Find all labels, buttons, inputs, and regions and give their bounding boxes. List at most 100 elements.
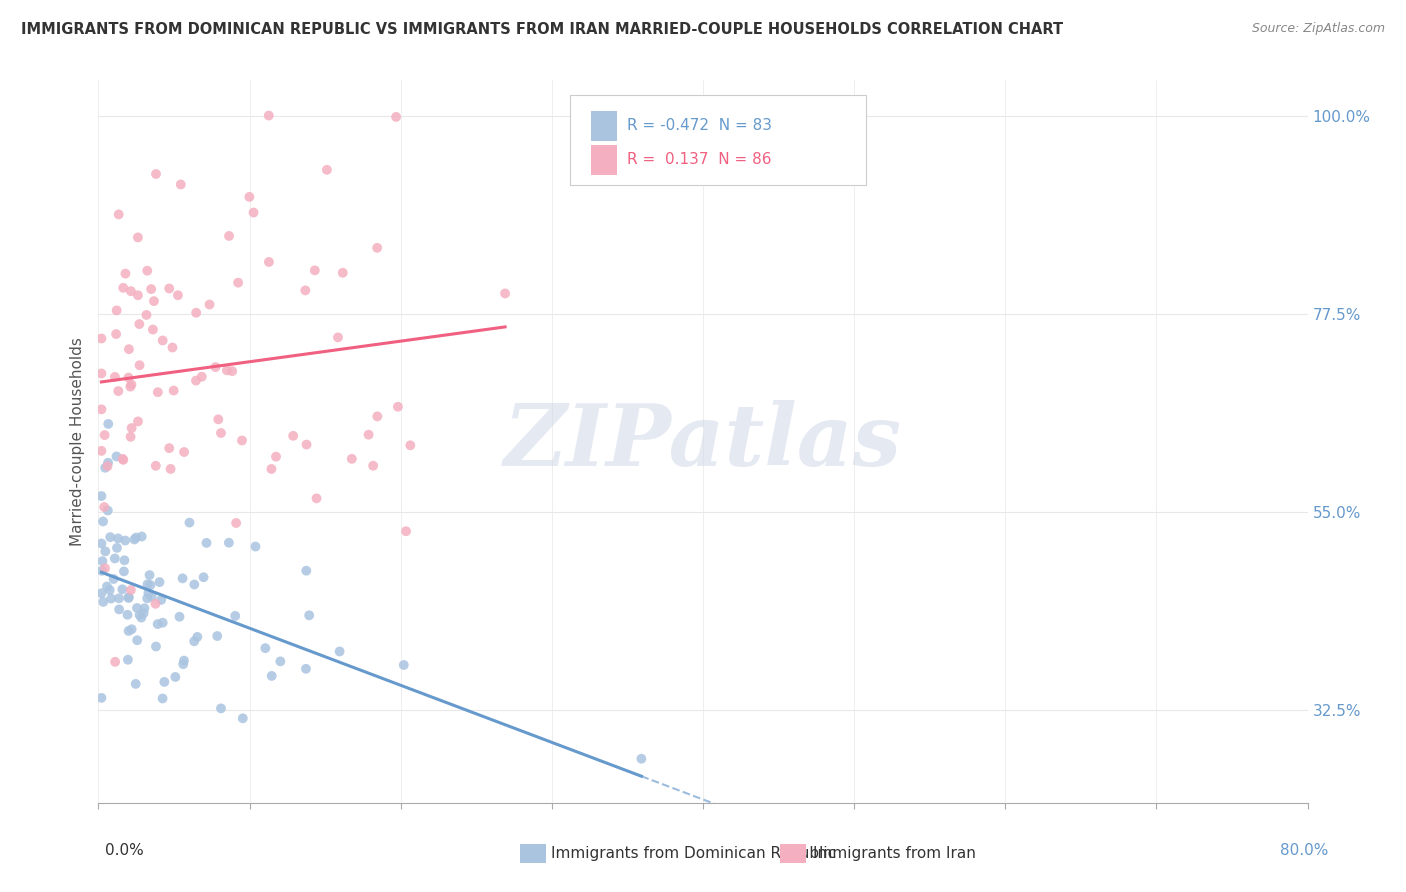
Text: R =  0.137  N = 86: R = 0.137 N = 86: [627, 153, 772, 168]
Point: [207, 412, 229, 426]
Point: [179, 516, 201, 530]
Point: [90, 331, 112, 345]
Point: [93, 500, 115, 514]
Text: Source: ZipAtlas.com: Source: ZipAtlas.com: [1251, 22, 1385, 36]
Point: [107, 384, 129, 398]
Point: [107, 532, 129, 546]
Point: [90, 367, 112, 381]
Point: [108, 591, 131, 606]
Point: [136, 577, 159, 591]
Point: [105, 303, 128, 318]
Point: [232, 711, 254, 725]
Point: [118, 342, 141, 356]
Point: [125, 531, 148, 545]
Point: [91, 515, 114, 529]
Point: [494, 286, 516, 301]
Point: [295, 662, 318, 676]
Point: [329, 644, 352, 658]
Point: [141, 590, 163, 604]
Point: [184, 374, 207, 388]
Point: [93, 428, 115, 442]
Y-axis label: Married-couple Households: Married-couple Households: [70, 337, 86, 546]
Point: [152, 334, 174, 348]
Point: [173, 445, 195, 459]
Point: [127, 288, 149, 302]
Point: [127, 633, 149, 648]
Point: [242, 205, 264, 219]
Point: [97, 503, 120, 517]
FancyBboxPatch shape: [591, 111, 617, 141]
Point: [260, 462, 283, 476]
Point: [120, 284, 142, 298]
Text: R = -0.472  N = 83: R = -0.472 N = 83: [627, 119, 772, 133]
Point: [117, 624, 139, 638]
Point: [340, 451, 363, 466]
Point: [125, 677, 148, 691]
Point: [90, 536, 112, 550]
Point: [138, 586, 160, 600]
Point: [90, 402, 112, 417]
Point: [90, 443, 112, 458]
Point: [218, 535, 240, 549]
Point: [148, 575, 170, 590]
Point: [114, 267, 136, 281]
Point: [260, 669, 283, 683]
Point: [132, 606, 155, 620]
Point: [366, 409, 388, 424]
Point: [315, 162, 337, 177]
Point: [163, 384, 186, 398]
Point: [124, 533, 146, 547]
Point: [304, 263, 326, 277]
Point: [257, 255, 280, 269]
Point: [172, 571, 194, 585]
Point: [131, 610, 153, 624]
Point: [136, 591, 159, 606]
Point: [183, 634, 205, 648]
Point: [134, 601, 156, 615]
Point: [190, 369, 212, 384]
Point: [152, 691, 174, 706]
Text: Immigrants from Iran: Immigrants from Iran: [813, 847, 976, 861]
Point: [257, 109, 280, 123]
Point: [143, 294, 166, 309]
Point: [283, 429, 305, 443]
Point: [218, 228, 240, 243]
Point: [90, 690, 112, 705]
FancyBboxPatch shape: [591, 145, 617, 175]
Point: [305, 491, 328, 506]
Point: [157, 281, 180, 295]
Point: [298, 608, 321, 623]
Point: [186, 630, 208, 644]
Point: [135, 308, 157, 322]
Point: [264, 450, 287, 464]
Point: [169, 609, 191, 624]
Point: [128, 358, 150, 372]
Point: [399, 438, 422, 452]
Point: [117, 607, 139, 622]
Point: [173, 654, 195, 668]
Point: [90, 586, 112, 600]
Text: 80.0%: 80.0%: [1281, 843, 1329, 858]
Point: [107, 207, 129, 221]
Point: [138, 568, 160, 582]
Point: [96, 579, 118, 593]
Point: [153, 674, 176, 689]
Point: [294, 284, 316, 298]
Point: [198, 297, 221, 311]
Point: [120, 379, 142, 393]
Point: [145, 640, 167, 654]
Point: [104, 551, 127, 566]
Point: [121, 622, 143, 636]
Point: [167, 288, 190, 302]
Point: [221, 364, 243, 378]
Point: [128, 607, 150, 622]
Point: [117, 370, 139, 384]
Point: [105, 450, 128, 464]
Point: [114, 553, 136, 567]
Point: [225, 516, 247, 530]
Point: [108, 602, 131, 616]
Point: [254, 641, 277, 656]
Point: [162, 341, 184, 355]
Point: [112, 565, 135, 579]
Point: [361, 458, 384, 473]
